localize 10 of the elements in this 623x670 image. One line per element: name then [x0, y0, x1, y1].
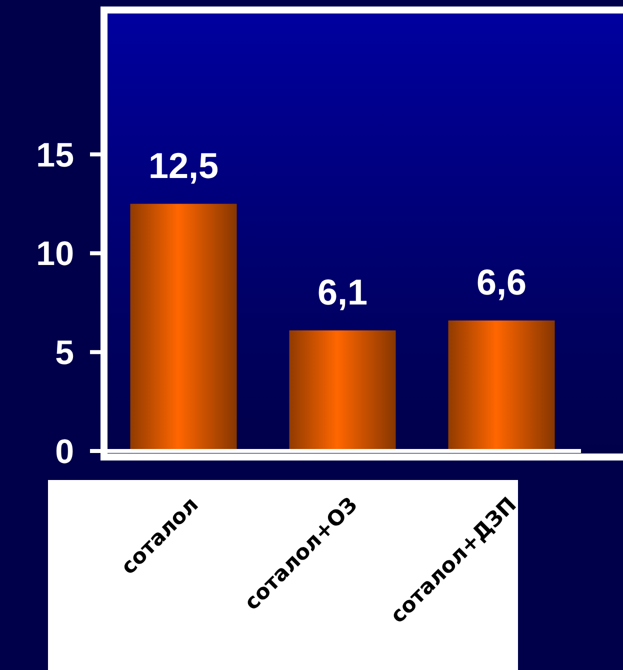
y-tick-label: 5	[55, 334, 74, 372]
data-label: 6,6	[476, 261, 527, 302]
bar	[289, 330, 396, 451]
data-label: 12,5	[148, 144, 219, 186]
y-tick-label: 15	[36, 136, 74, 174]
y-tick-label: 0	[55, 432, 74, 471]
data-label: 6,1	[317, 271, 368, 312]
bar	[130, 204, 237, 451]
y-tick-label: 10	[36, 235, 74, 274]
bar	[448, 320, 555, 451]
